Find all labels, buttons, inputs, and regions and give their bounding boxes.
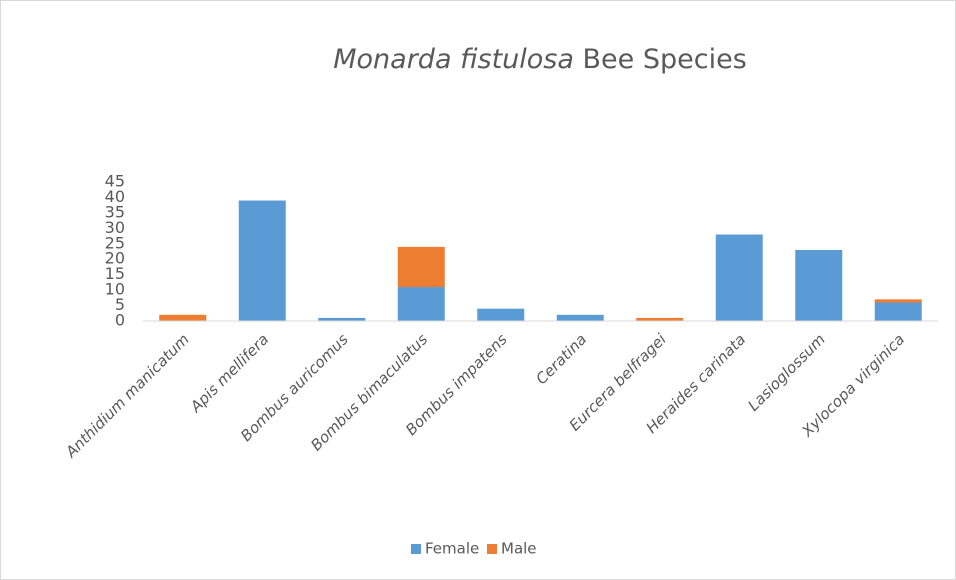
- y-tick-label: 20: [105, 249, 125, 268]
- bar-segment: [318, 317, 366, 321]
- bar-segment: [556, 314, 604, 321]
- title-plain: Bee Species: [583, 44, 747, 75]
- y-tick-label: 35: [105, 202, 125, 221]
- legend-swatch: [411, 544, 421, 554]
- bar-segment: [397, 246, 445, 288]
- title-italic: Monarda fistulosa: [333, 44, 574, 75]
- y-tick-label: 30: [105, 218, 125, 237]
- y-tick-label: 0: [115, 311, 125, 330]
- legend-label: Male: [501, 540, 537, 558]
- legend-swatch: [487, 544, 497, 554]
- legend-label: Female: [425, 540, 479, 558]
- bar-segment: [795, 249, 843, 321]
- bar-segment: [874, 302, 922, 321]
- y-tick-label: 10: [105, 280, 125, 299]
- bar-segment: [874, 299, 922, 303]
- y-tick-label: 45: [105, 172, 125, 191]
- chart-title: Monarda fistulosa Bee Species: [333, 44, 747, 75]
- y-tick-label: 5: [115, 295, 125, 314]
- y-tick-label: 40: [105, 187, 125, 206]
- y-tick-label: 25: [105, 233, 125, 252]
- bar-segment: [397, 287, 445, 321]
- y-tick-label: 15: [105, 264, 125, 283]
- bar-segment: [636, 317, 684, 321]
- bar-segment: [238, 200, 286, 321]
- bar-segment: [477, 308, 525, 321]
- bar-segment: [159, 314, 207, 321]
- bar-segment: [715, 234, 763, 321]
